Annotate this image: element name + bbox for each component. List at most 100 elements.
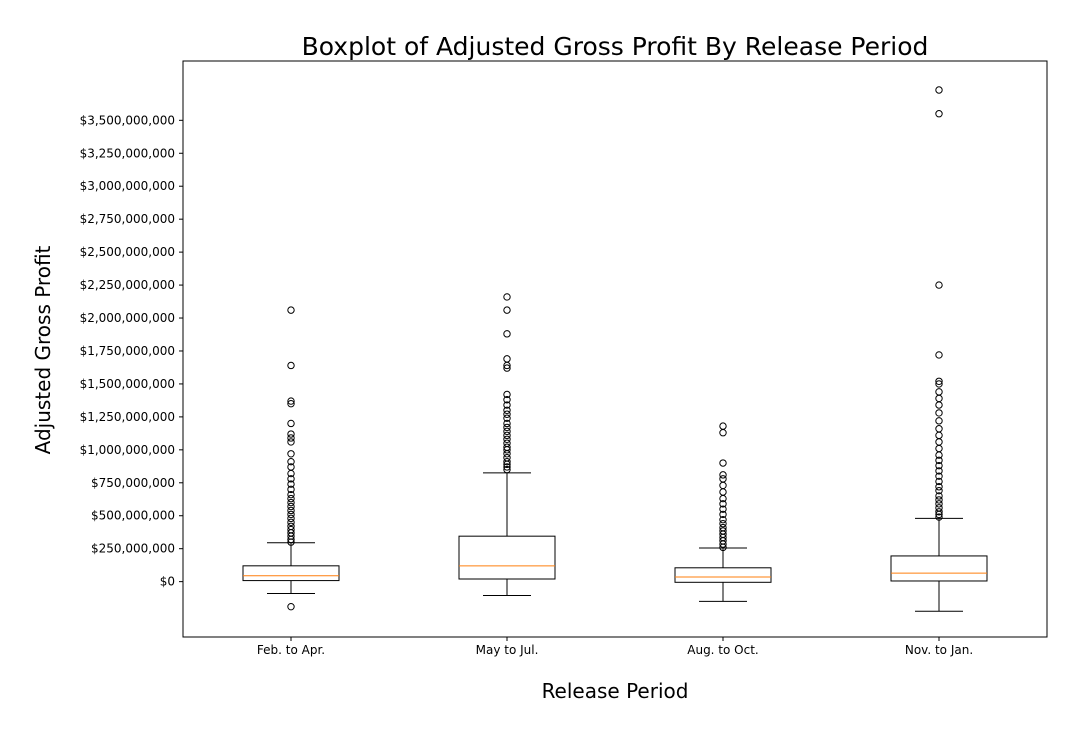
outlier-point	[287, 602, 295, 611]
outlier-point	[719, 428, 727, 437]
outlier-point	[287, 485, 295, 494]
outlier-point	[935, 461, 943, 470]
y-tick-label: $1,500,000,000	[80, 377, 175, 391]
outlier-point	[719, 515, 727, 524]
outlier-point	[287, 434, 295, 442]
outlier-point	[935, 483, 943, 491]
y-tick-label: $1,250,000,000	[80, 410, 175, 424]
box-group	[674, 422, 772, 602]
y-tick-label: $2,750,000,000	[80, 212, 175, 226]
outlier-point	[503, 465, 511, 474]
outlier-point	[935, 380, 943, 388]
outlier-point	[503, 454, 511, 462]
outlier-point	[503, 435, 511, 443]
y-tick-label: $3,500,000,000	[80, 113, 175, 127]
outlier-point	[935, 351, 943, 359]
outlier-point	[287, 525, 295, 534]
outlier-point	[503, 293, 511, 301]
outlier-point	[719, 459, 727, 467]
outlier-point	[503, 330, 511, 338]
outlier-point	[287, 480, 295, 488]
y-tick-label: $1,750,000,000	[80, 344, 175, 358]
box-group	[458, 293, 556, 596]
outlier-point	[287, 498, 295, 507]
outlier-point	[719, 510, 727, 519]
y-tick-label: $750,000,000	[91, 476, 175, 490]
x-axis-label: Release Period	[542, 679, 689, 703]
outlier-point	[503, 463, 511, 471]
outlier-point	[287, 457, 295, 466]
x-tick-label: Nov. to Jan.	[905, 643, 973, 657]
outlier-point	[503, 419, 511, 428]
outlier-point	[287, 361, 295, 370]
outlier-point	[503, 355, 511, 363]
y-tick-label: $250,000,000	[91, 542, 175, 556]
y-tick-label: $0	[160, 575, 175, 589]
outlier-point	[287, 490, 295, 499]
outlier-point	[503, 406, 511, 414]
outlier-point	[503, 414, 511, 422]
outlier-point	[935, 110, 943, 118]
outlier-point	[935, 472, 943, 480]
outlier-point	[287, 430, 295, 438]
box-iqr	[674, 567, 772, 583]
outlier-point	[935, 500, 943, 508]
outlier-point	[287, 400, 295, 408]
outlier-point	[719, 500, 727, 508]
box-group	[242, 306, 340, 611]
outlier-point	[719, 475, 727, 483]
y-axis-label: Adjusted Gross Profit	[31, 245, 55, 454]
outlier-point	[503, 390, 511, 399]
outlier-point	[719, 471, 727, 479]
outlier-point	[503, 457, 511, 466]
y-tick-label: $500,000,000	[91, 509, 175, 523]
plot-area-frame	[182, 60, 1048, 638]
x-tick-label: May to Jul.	[476, 643, 539, 657]
outlier-point	[287, 463, 295, 471]
box-iqr	[890, 555, 988, 582]
outlier-point	[935, 486, 943, 495]
outlier-point	[287, 514, 295, 523]
x-axis: Feb. to Apr. May to Jul. Aug. to Oct. Nov. …	[257, 637, 973, 657]
outlier-point	[503, 364, 511, 372]
outlier-point	[935, 492, 943, 500]
outlier-point	[935, 281, 943, 289]
outlier-point	[935, 438, 943, 446]
y-tick-label: $2,000,000,000	[80, 311, 175, 325]
outlier-point	[287, 510, 295, 519]
outlier-point	[287, 502, 295, 511]
outlier-point	[503, 427, 511, 436]
outlier-point	[935, 467, 943, 475]
outlier-point	[719, 488, 727, 496]
outlier-point	[503, 306, 511, 314]
outlier-point	[287, 419, 295, 428]
outlier-point	[287, 518, 295, 527]
outlier-point	[287, 522, 295, 530]
outlier-point	[719, 481, 727, 490]
box-group	[890, 86, 988, 612]
outlier-point	[935, 409, 943, 417]
outlier-point	[935, 377, 943, 385]
outlier-point	[503, 431, 511, 440]
outlier-point	[935, 504, 943, 512]
outlier-point	[935, 508, 943, 516]
outlier-point	[935, 401, 943, 409]
outlier-point	[935, 456, 943, 465]
outlier-point	[935, 444, 943, 453]
outlier-point	[287, 306, 295, 314]
outlier-point	[935, 477, 943, 486]
y-tick-label: $2,500,000,000	[80, 245, 175, 259]
box-iqr	[242, 565, 340, 582]
outlier-point	[503, 423, 511, 432]
outlier-point	[503, 410, 511, 418]
outlier-point	[935, 513, 943, 521]
outlier-point	[287, 397, 295, 405]
outlier-point	[719, 527, 727, 535]
outlier-point	[503, 443, 511, 451]
outlier-point	[935, 425, 943, 433]
chart-title: Boxplot of Adjusted Gross Profit By Rele…	[302, 32, 929, 61]
outlier-point	[935, 417, 943, 425]
y-axis: $0 $250,000,000 $500,000,000 $750,000,000 $1…	[80, 113, 183, 589]
box-iqr	[458, 535, 556, 580]
